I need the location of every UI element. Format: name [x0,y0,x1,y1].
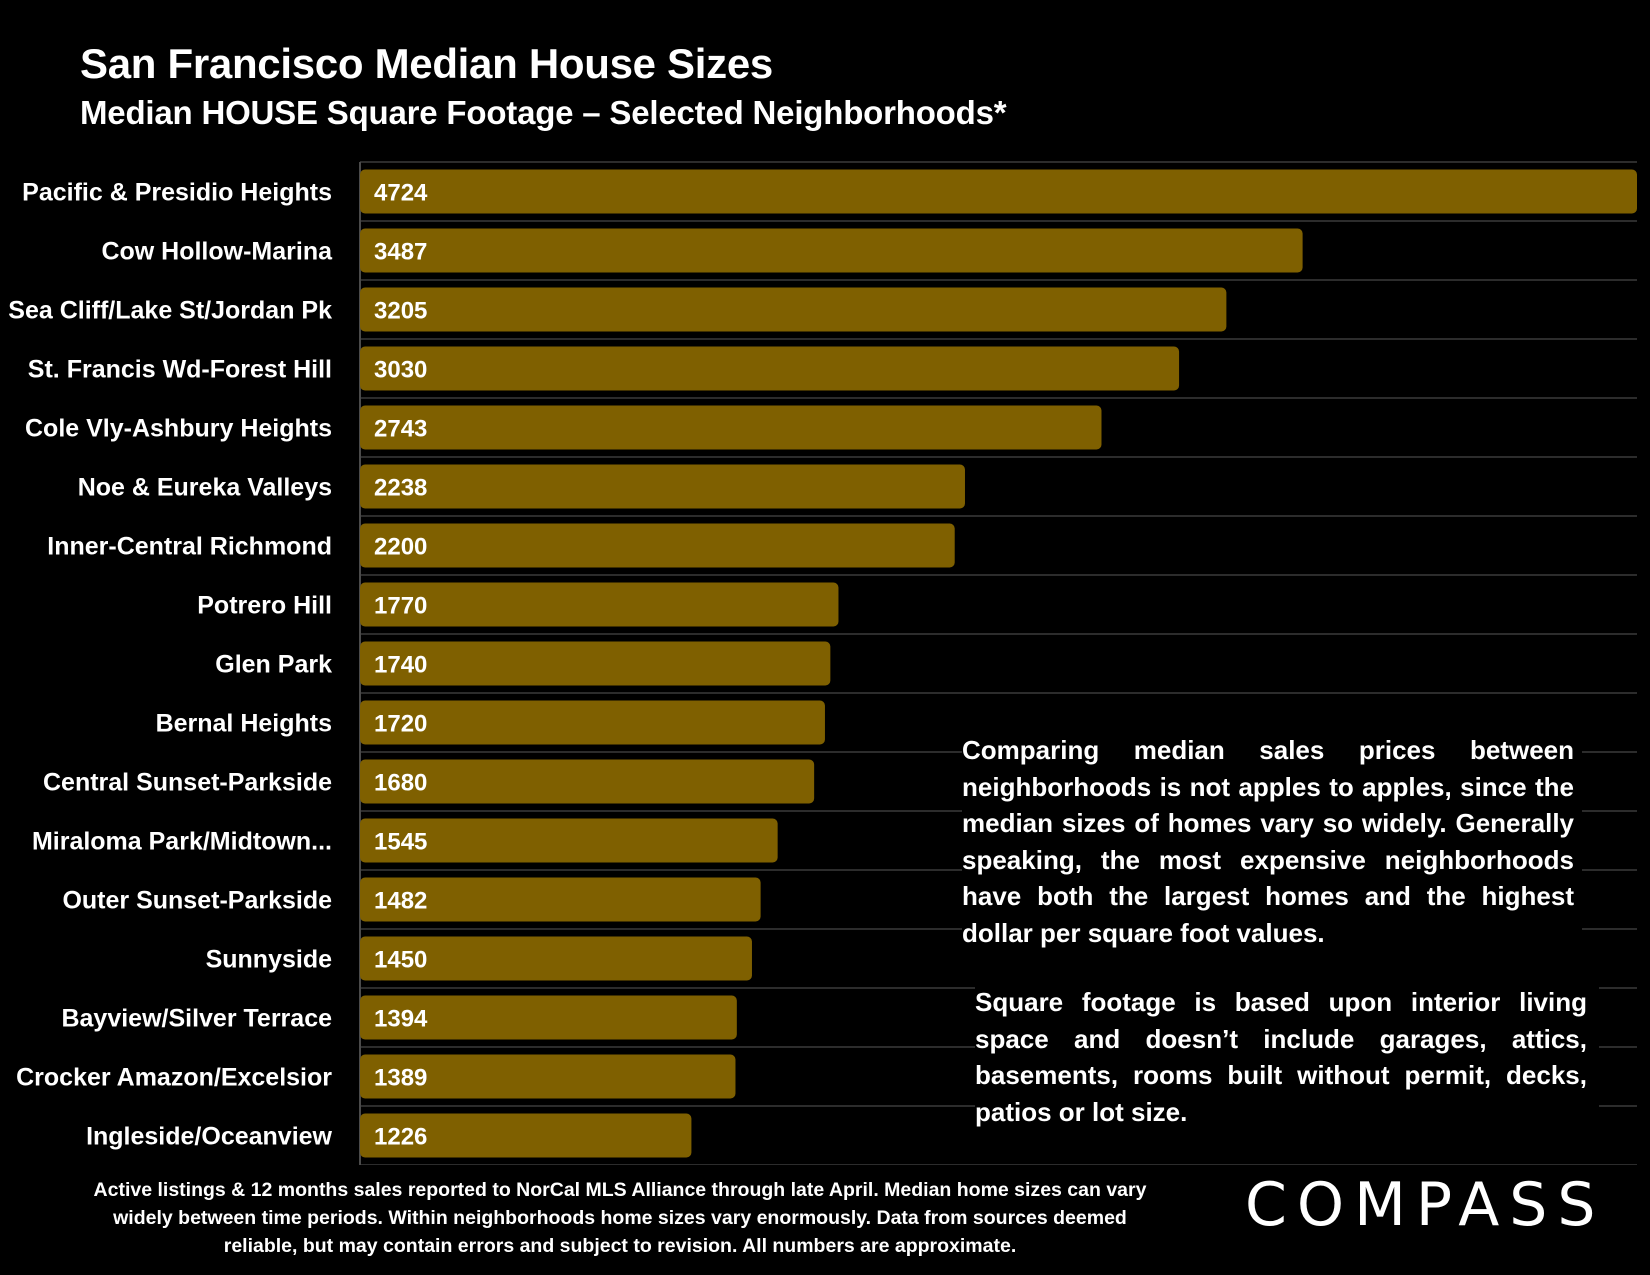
source-footnote: Active listings & 12 months sales report… [93,1179,1147,1257]
data-label: 1226 [374,1124,427,1151]
data-label: 1545 [374,829,427,856]
bar [360,582,839,627]
data-label: 1482 [374,888,427,915]
bar [360,995,737,1040]
comparison-note: Comparing median sales prices between ne… [962,732,1582,951]
bar [360,464,965,509]
category-label: Noe & Eureka Valleys [78,474,332,502]
category-label: St. Francis Wd-Forest Hill [28,356,332,384]
data-label: 3487 [374,239,427,266]
category-label: Ingleside/Oceanview [86,1123,332,1151]
data-label: 4724 [374,180,428,207]
data-label: 1680 [374,770,427,797]
chart-title: San Francisco Median House Sizes [80,40,773,87]
category-label: Potrero Hill [197,592,332,620]
category-label: Cow Hollow-Marina [101,238,333,266]
compass-logo: COMPASS [1245,1170,1606,1240]
square-footage-note: Square footage is based upon interior li… [975,984,1599,1130]
bar [360,818,778,863]
data-label: 3205 [374,298,427,325]
category-label: Sunnyside [206,946,333,974]
bar [360,405,1102,450]
bar [360,877,761,922]
bar [360,1054,736,1099]
bar [360,1113,692,1158]
category-label: Central Sunset-Parkside [43,769,332,797]
category-label: Miraloma Park/Midtown... [32,828,332,856]
category-label: Sea Cliff/Lake St/Jordan Pk [8,297,332,325]
category-label: Outer Sunset-Parkside [62,887,332,915]
data-label: 2743 [374,416,427,443]
data-label: 1389 [374,1065,427,1092]
category-label: Bayview/Silver Terrace [61,1005,332,1033]
data-label: 1770 [374,593,427,620]
data-label: 1720 [374,711,427,738]
category-label: Crocker Amazon/Excelsior [16,1064,332,1092]
category-label: Inner-Central Richmond [47,533,332,561]
bar [360,641,831,686]
category-label: Pacific & Presidio Heights [22,179,332,207]
data-label: 2238 [374,475,427,502]
data-label: 1394 [374,1006,428,1033]
data-label: 2200 [374,534,427,561]
category-label: Glen Park [215,651,332,679]
category-label: Cole Vly-Ashbury Heights [25,415,332,443]
chart-subtitle: Median HOUSE Square Footage – Selected N… [80,94,1007,131]
bar [360,700,825,745]
data-label: 1740 [374,652,427,679]
bar [360,228,1303,273]
bar [360,759,815,804]
bar [360,169,1637,214]
bar [360,346,1180,391]
bar [360,523,955,568]
bar [360,287,1227,332]
category-label: Bernal Heights [156,710,332,738]
bar [360,936,752,981]
data-label: 3030 [374,357,427,384]
data-label: 1450 [374,947,427,974]
